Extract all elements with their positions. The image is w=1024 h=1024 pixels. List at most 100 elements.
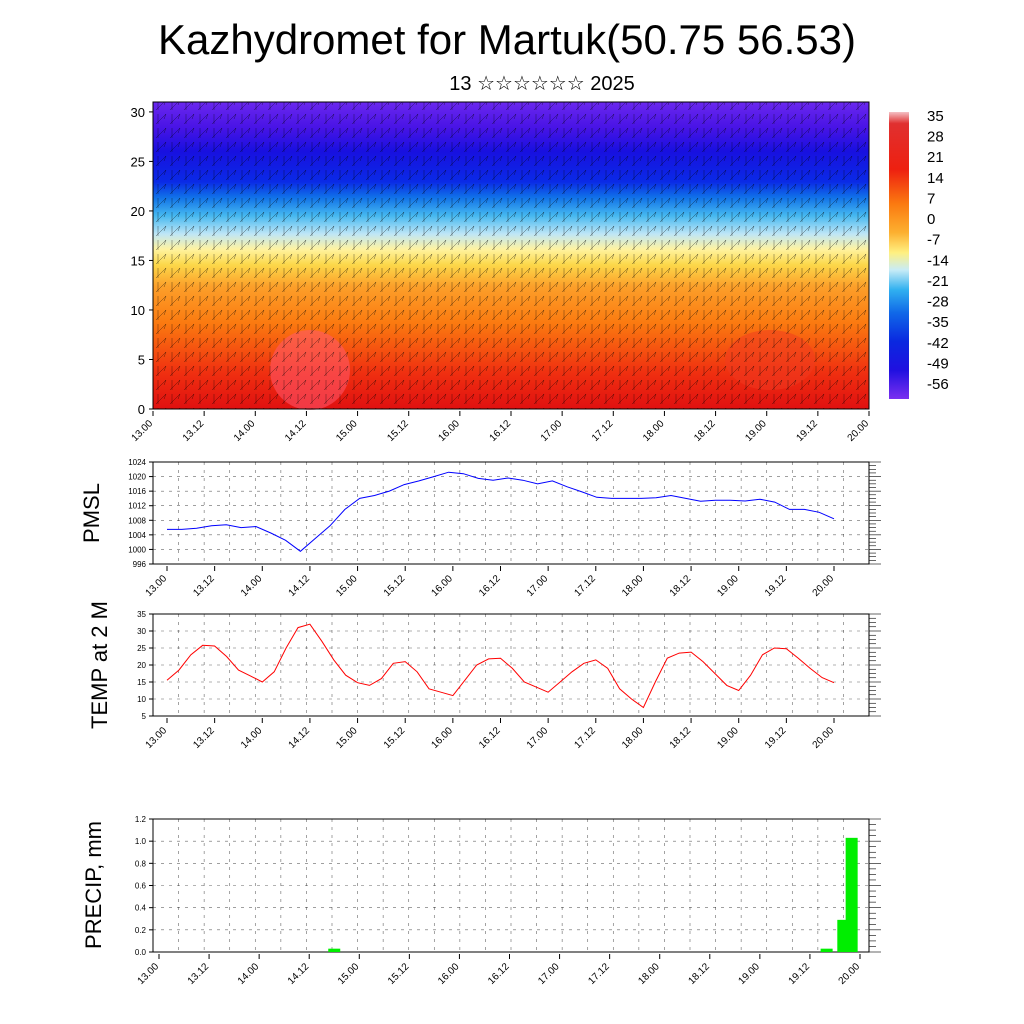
x-tick-label: 20.00 xyxy=(837,961,863,987)
x-tick-label: 18.12 xyxy=(668,725,694,751)
x-tick-label: 14.00 xyxy=(236,961,262,987)
colorbar-label: -7 xyxy=(927,232,940,249)
x-tick-label: 20.00 xyxy=(811,725,837,751)
x-tick-label: 16.00 xyxy=(437,418,463,444)
x-tick-label: 16.12 xyxy=(477,725,503,751)
precip-y-label: PRECIP, mm xyxy=(81,821,106,949)
x-tick-label: 18.12 xyxy=(668,573,694,599)
colorbar-label: 14 xyxy=(927,170,944,187)
x-tick-label: 15.12 xyxy=(382,725,408,751)
temp-series-line xyxy=(166,623,835,709)
y-tick-label: 0.8 xyxy=(135,859,147,868)
colorbar-label: 28 xyxy=(927,129,944,146)
y-tick-label: 20 xyxy=(137,661,146,670)
colorbar-label: -56 xyxy=(927,376,949,393)
x-tick-label: 19.00 xyxy=(743,418,769,444)
colorbar: 35 28 21 14 7 0 -7 -14 -21 -28 -35 -42 -49 -56 xyxy=(889,108,949,399)
temp-x-axis: 13.00 13.12 14.00 14.12 15.00 15.12 16.00 16.12… xyxy=(144,718,837,751)
x-tick-label: 15.00 xyxy=(334,725,360,751)
y-tick-label: 25 xyxy=(131,154,145,169)
x-tick-label: 18.12 xyxy=(686,961,712,987)
colorbar-label: -28 xyxy=(927,294,949,311)
colorbar-label: 21 xyxy=(927,149,944,166)
x-tick-label: 18.00 xyxy=(620,573,646,599)
x-tick-label: 16.00 xyxy=(436,961,462,987)
x-tick-label: 14.00 xyxy=(239,573,265,599)
x-tick-label: 19.00 xyxy=(715,725,741,751)
x-tick-label: 16.12 xyxy=(488,418,514,444)
precip-bar xyxy=(845,837,858,952)
x-tick-label: 18.00 xyxy=(620,725,646,751)
y-tick-label: 0.0 xyxy=(135,948,147,957)
y-tick-label: 1020 xyxy=(128,473,146,482)
x-tick-label: 17.00 xyxy=(525,573,551,599)
y-tick-label: 30 xyxy=(137,627,146,636)
x-tick-label: 19.00 xyxy=(715,573,741,599)
y-tick-label: 0.2 xyxy=(135,926,147,935)
x-tick-label: 17.12 xyxy=(590,418,616,444)
colorbar-strip xyxy=(889,112,909,399)
page-title: Kazhydromet for Martuk(50.75 56.53) xyxy=(157,16,856,63)
y-tick-label: 10 xyxy=(131,303,145,318)
x-tick-label: 19.00 xyxy=(737,961,763,987)
colorbar-label: 0 xyxy=(927,211,935,228)
y-tick-label: 1.2 xyxy=(135,815,147,824)
page-subtitle: 13 ☆☆☆☆☆☆ 2025 xyxy=(449,73,635,95)
x-tick-label: 20.00 xyxy=(846,418,872,444)
y-tick-label: 1016 xyxy=(128,487,146,496)
x-tick-label: 15.12 xyxy=(385,418,411,444)
colorbar-label: -35 xyxy=(927,314,949,331)
x-tick-label: 18.00 xyxy=(641,418,667,444)
y-tick-label: 20 xyxy=(131,204,145,219)
colorbar-label: -42 xyxy=(927,335,949,352)
x-tick-label: 15.12 xyxy=(386,961,412,987)
x-tick-label: 15.00 xyxy=(334,418,360,444)
x-tick-label: 14.12 xyxy=(283,418,309,444)
y-tick-label: 5 xyxy=(142,712,147,721)
y-tick-label: 15 xyxy=(137,678,146,687)
precip-x-axis: 13.00 13.12 14.00 14.12 15.00 15.12 16.00 16.12… xyxy=(136,954,863,987)
colorbar-labels: 35 28 21 14 7 0 -7 -14 -21 -28 -35 -42 -49 -56 xyxy=(927,108,949,393)
x-tick-label: 15.00 xyxy=(336,961,362,987)
x-tick-label: 14.12 xyxy=(287,725,313,751)
x-tick-label: 14.00 xyxy=(232,418,258,444)
x-tick-label: 16.00 xyxy=(430,573,456,599)
y-tick-label: 10 xyxy=(137,695,146,704)
pmsl-series-line xyxy=(167,471,835,552)
x-tick-label: 13.00 xyxy=(144,725,170,751)
x-tick-label: 13.00 xyxy=(130,418,156,444)
y-tick-label: 1004 xyxy=(128,531,146,540)
pmsl-y-axis: 1024 1020 1016 1012 1008 1004 1000 996 xyxy=(128,458,153,569)
colorbar-label: 35 xyxy=(927,108,944,125)
precip-panel: 1.2 1.0 0.8 0.6 0.4 0.2 0.0 13.00 13.12 14.00 14.… xyxy=(81,815,881,987)
precip-y-axis: 1.2 1.0 0.8 0.6 0.4 0.2 0.0 xyxy=(135,815,153,957)
precip-bar xyxy=(328,948,341,952)
pmsl-y-label: PMSL xyxy=(79,483,104,543)
x-tick-label: 14.12 xyxy=(287,573,313,599)
y-tick-label: 0.6 xyxy=(135,882,147,891)
x-tick-label: 13.00 xyxy=(144,573,170,599)
y-tick-label: 0 xyxy=(138,402,145,417)
y-tick-label: 1000 xyxy=(128,545,146,554)
cross-section-y-axis: 0 5 10 15 20 25 30 xyxy=(131,105,153,417)
x-tick-label: 16.00 xyxy=(430,725,456,751)
cross-section-panel: 0 5 10 15 20 25 30 13.00 13.12 14.00 14.12 15.00 15… xyxy=(130,101,872,444)
x-tick-label: 13.12 xyxy=(186,961,212,987)
x-tick-label: 15.00 xyxy=(334,573,360,599)
x-tick-label: 17.12 xyxy=(572,573,598,599)
x-tick-label: 13.00 xyxy=(136,961,162,987)
y-tick-label: 5 xyxy=(138,352,145,367)
x-tick-label: 18.00 xyxy=(636,961,662,987)
pmsl-x-axis: 13.00 13.12 14.00 14.12 15.00 15.12 16.00 16.12… xyxy=(144,566,836,599)
colorbar-label: -49 xyxy=(927,355,949,372)
cross-section-x-axis: 13.00 13.12 14.00 14.12 15.00 15.12 16.00 16.12… xyxy=(130,411,872,444)
x-tick-label: 19.12 xyxy=(763,573,789,599)
x-tick-label: 13.12 xyxy=(181,418,207,444)
x-tick-label: 19.12 xyxy=(795,418,821,444)
colorbar-label: 7 xyxy=(927,190,935,207)
colorbar-label: -14 xyxy=(927,252,949,269)
x-tick-label: 16.12 xyxy=(477,573,503,599)
x-tick-label: 13.12 xyxy=(191,725,217,751)
